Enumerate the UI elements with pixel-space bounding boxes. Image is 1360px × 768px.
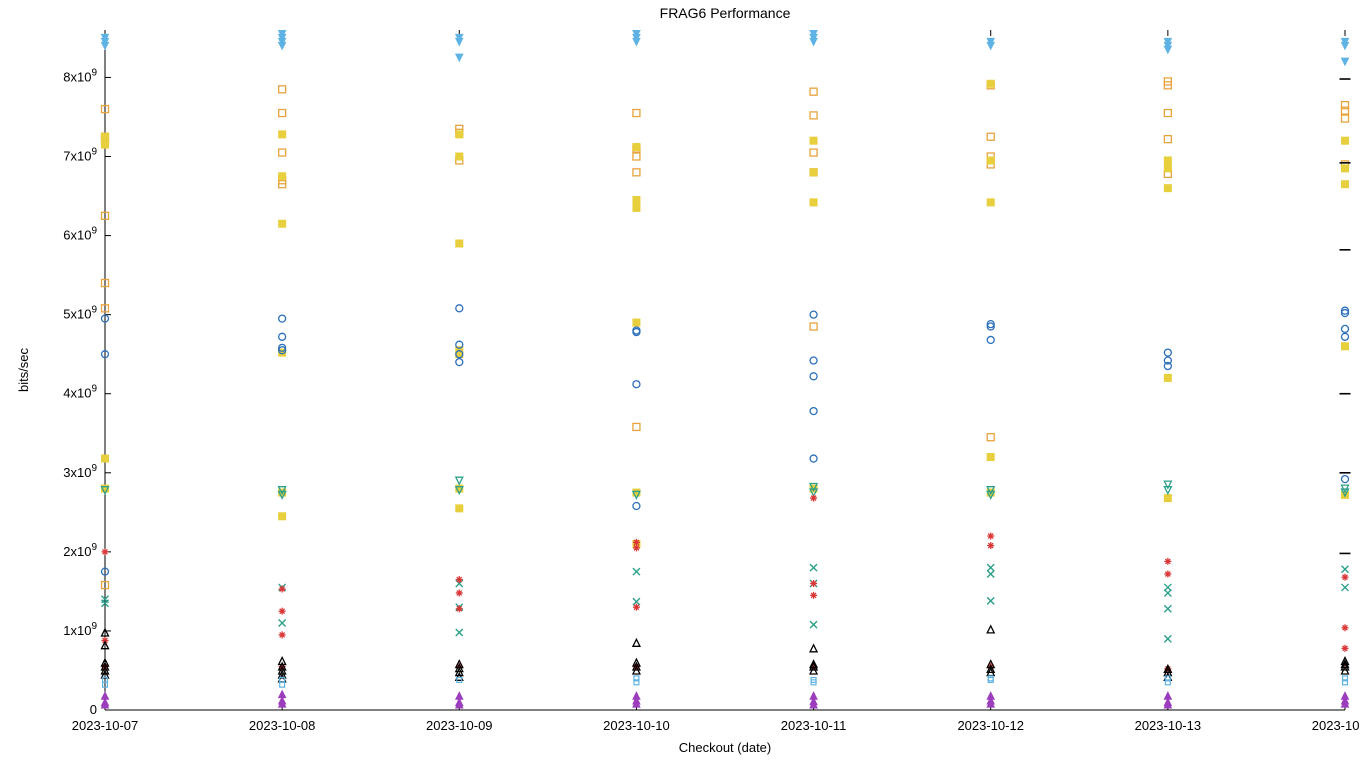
svg-text:3x109: 3x109 <box>63 463 97 480</box>
scatter-chart: 0 1x109 2x109 3x109 4x109 5x109 6x109 7x109 8x10… <box>0 0 1360 768</box>
svg-text:2023-10-08: 2023-10-08 <box>249 718 316 733</box>
svg-text:0: 0 <box>90 702 97 717</box>
svg-text:7x109: 7x109 <box>63 147 97 164</box>
svg-text:2023-10-13: 2023-10-13 <box>1135 718 1202 733</box>
x-axis-label: Checkout (date) <box>679 740 772 755</box>
chart-title: FRAG6 Performance <box>660 5 791 21</box>
svg-text:1x109: 1x109 <box>63 621 97 638</box>
svg-text:2023-10-10: 2023-10-10 <box>603 718 670 733</box>
svg-text:5x109: 5x109 <box>63 305 97 322</box>
svg-text:4x109: 4x109 <box>63 384 97 401</box>
svg-text:6x109: 6x109 <box>63 226 97 243</box>
svg-text:2023-10-14: 2023-10-14 <box>1312 718 1360 733</box>
svg-text:8x109: 8x109 <box>63 67 97 84</box>
svg-text:2023-10-11: 2023-10-11 <box>781 718 847 733</box>
svg-text:2023-10-09: 2023-10-09 <box>426 718 493 733</box>
chart-container: 0 1x109 2x109 3x109 4x109 5x109 6x109 7x109 8x10… <box>0 0 1360 768</box>
svg-text:2023-10-12: 2023-10-12 <box>957 718 1024 733</box>
svg-text:2023-10-07: 2023-10-07 <box>72 718 139 733</box>
svg-text:2x109: 2x109 <box>63 542 97 559</box>
y-axis-label: bits/sec <box>16 347 31 392</box>
